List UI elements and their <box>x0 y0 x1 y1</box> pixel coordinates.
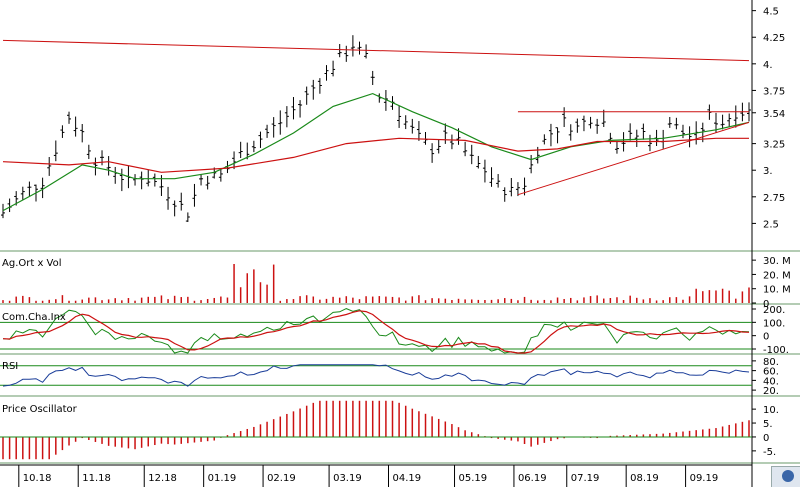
logo-icon <box>782 470 794 482</box>
volume-panel-title: Ag.Ort x Vol <box>2 258 62 269</box>
price-panel: 4.5 4.25 4. 3.75 3.54 3.25 3. 2.75 2.5 <box>1 7 785 230</box>
trendlines <box>2 39 750 196</box>
oscillator-tick-label: 10. <box>763 405 779 416</box>
month-label: 08.19 <box>630 473 659 484</box>
volume-tick-label: 20. M <box>763 270 791 281</box>
price-tick-label: 4.25 <box>763 33 785 44</box>
cci-line <box>2 308 750 354</box>
cci-signal-line <box>2 310 750 354</box>
oscillator-panel-title: Price Oscillator <box>2 404 78 415</box>
volume-panel: 30. M 20. M 10. M 0 <box>2 256 791 310</box>
ma-long-line <box>2 137 749 173</box>
price-tick-label: 3.54 <box>763 109 785 120</box>
oscillator-tick-label: -5. <box>763 447 776 458</box>
rsi-tick-label: 60. <box>763 367 779 378</box>
month-label: 03.19 <box>333 473 362 484</box>
month-label: 06.19 <box>518 473 547 484</box>
price-oscillator-panel: 10. 5. 0 -5. <box>0 400 779 460</box>
rsi-panel-title: RSI <box>2 361 18 372</box>
cci-tick-label: 200. <box>763 305 785 316</box>
month-label: 10.18 <box>23 473 52 484</box>
ma-short-line <box>2 92 750 212</box>
oscillator-bars <box>0 400 752 460</box>
rsi-tick-label: 20. <box>763 386 779 397</box>
volume-axis: 30. M 20. M 10. M 0 <box>752 256 791 310</box>
month-label: 09.19 <box>690 473 719 484</box>
chart-logo-corner <box>771 466 800 487</box>
time-axis: 10.18 11.18 12.18 01.19 02.19 03.19 04.19 05.19… <box>18 465 719 487</box>
price-tick-label: 2.75 <box>763 193 785 204</box>
volume-tick-label: 0 <box>763 299 769 310</box>
cci-axis: 200. 100. 0 -100. <box>752 305 789 356</box>
rsi-panel: 80.60.40.20. <box>0 357 779 397</box>
price-tick-label: 2.5 <box>763 219 779 230</box>
ohlc-bars <box>1 35 751 222</box>
month-label: 01.19 <box>208 473 237 484</box>
cci-panel: 200. 100. 0 -100. <box>0 305 789 356</box>
price-tick-label: 4.5 <box>763 7 779 18</box>
price-tick-label: 4. <box>763 60 773 71</box>
cci-tick-label: 0 <box>763 332 769 343</box>
oscillator-tick-label: 5. <box>763 419 773 430</box>
volume-bars <box>2 264 750 303</box>
trendline <box>2 39 750 62</box>
moving-averages <box>2 92 750 212</box>
rsi-tick-label: 40. <box>763 376 779 387</box>
month-label: 04.19 <box>393 473 422 484</box>
price-tick-label: 3. <box>763 166 773 177</box>
oscillator-tick-label: 0 <box>763 433 769 444</box>
oscillator-axis: 10. 5. 0 -5. <box>752 405 779 458</box>
rsi-tick-label: 80. <box>763 357 779 368</box>
cci-panel-title: Com.Cha.Inx <box>2 312 66 323</box>
price-tick-label: 3.75 <box>763 86 785 97</box>
month-label: 12.18 <box>148 473 177 484</box>
rsi-line <box>0 364 752 387</box>
month-label: 02.19 <box>267 473 296 484</box>
rsi-line <box>2 364 750 387</box>
month-label: 05.19 <box>459 473 488 484</box>
cci-tick-label: 100. <box>763 318 785 329</box>
volume-tick-label: 30. M <box>763 256 791 267</box>
cci-tick-label: -100. <box>763 345 789 356</box>
cci-lines <box>0 308 752 354</box>
rsi-axis: 80.60.40.20. <box>752 357 779 397</box>
price-tick-label: 3.25 <box>763 140 785 151</box>
volume-tick-label: 10. M <box>763 285 791 296</box>
month-label: 11.18 <box>82 473 111 484</box>
trendline <box>517 121 750 196</box>
price-axis: 4.5 4.25 4. 3.75 3.54 3.25 3. 2.75 2.5 <box>752 7 785 230</box>
month-label: 07.19 <box>571 473 600 484</box>
